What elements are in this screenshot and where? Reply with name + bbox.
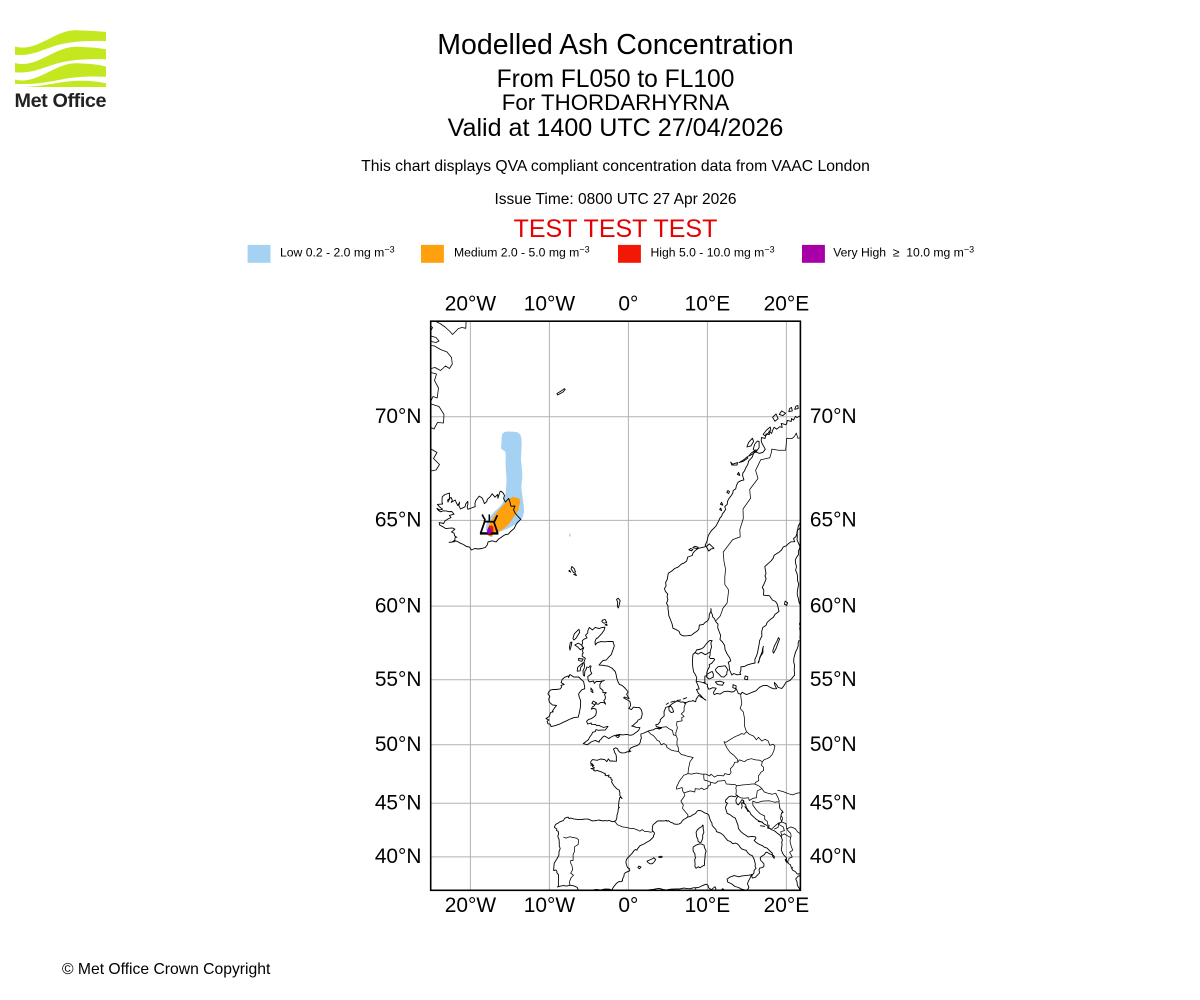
svg-text:10°E: 10°E (685, 292, 731, 315)
svg-text:60°N: 60°N (375, 594, 422, 617)
svg-text:40°N: 40°N (375, 845, 422, 868)
svg-text:65°N: 65°N (810, 509, 857, 532)
svg-text:Medium 2.0 - 5.0 mg m−3: Medium 2.0 - 5.0 mg m−3 (454, 244, 590, 259)
svg-text:20°E: 20°E (764, 292, 810, 315)
svg-text:50°N: 50°N (810, 733, 857, 756)
svg-text:0°: 0° (618, 292, 638, 315)
svg-text:Low 0.2 - 2.0 mg m−3: Low 0.2 - 2.0 mg m−3 (280, 244, 395, 259)
svg-text:45°N: 45°N (810, 792, 857, 815)
svg-text:50°N: 50°N (375, 733, 422, 756)
svg-text:Very High ≥ 10.0 mg m−3: Very High ≥ 10.0 mg m−3 (833, 244, 974, 259)
svg-text:0°: 0° (618, 894, 638, 917)
svg-text:55°N: 55°N (810, 668, 857, 691)
svg-text:20°W: 20°W (445, 292, 497, 315)
svg-text:70°N: 70°N (810, 405, 857, 428)
svg-text:10°W: 10°W (524, 292, 576, 315)
svg-text:55°N: 55°N (375, 668, 422, 691)
svg-text:20°W: 20°W (445, 894, 497, 917)
svg-text:70°N: 70°N (375, 405, 422, 428)
svg-text:40°N: 40°N (810, 845, 857, 868)
svg-text:10°W: 10°W (524, 894, 576, 917)
svg-text:20°E: 20°E (764, 894, 810, 917)
svg-text:65°N: 65°N (375, 509, 422, 532)
svg-text:10°E: 10°E (685, 894, 731, 917)
svg-text:60°N: 60°N (810, 594, 857, 617)
svg-text:45°N: 45°N (375, 792, 422, 815)
svg-text:High 5.0 - 10.0 mg m−3: High 5.0 - 10.0 mg m−3 (651, 244, 775, 259)
